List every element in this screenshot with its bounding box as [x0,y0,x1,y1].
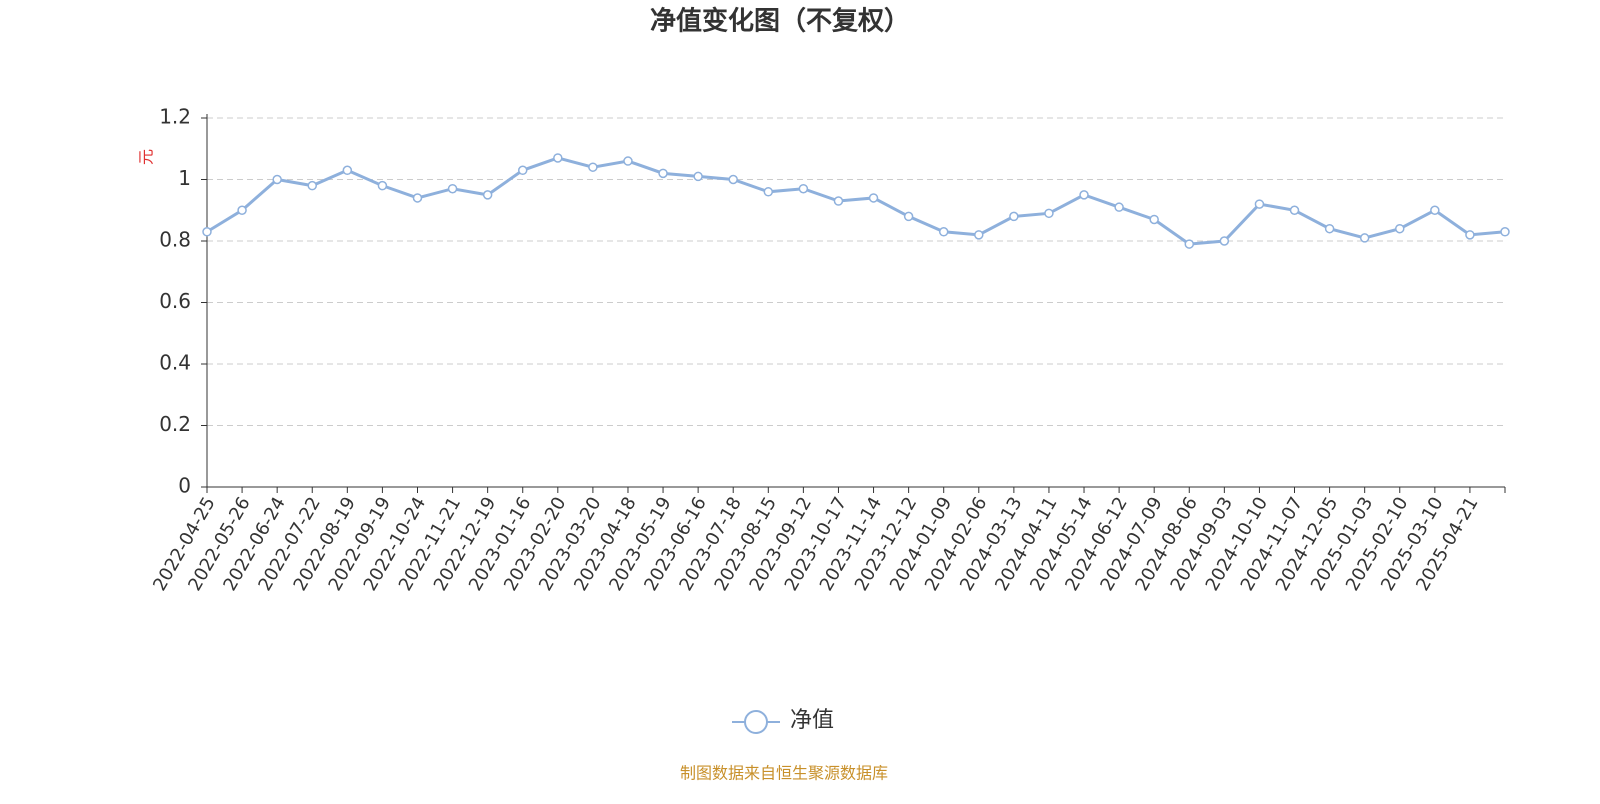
point [377,180,388,191]
point [237,205,247,215]
point [588,162,598,172]
point [658,168,668,179]
point [1149,214,1159,225]
point [1114,202,1124,212]
source-note: 制图数据来自恒生聚源数据库 [680,764,888,783]
point [938,227,949,237]
point [202,227,212,237]
point [412,193,423,203]
point [763,187,774,197]
y-tick-label: 0.6 [159,289,191,313]
point [1009,211,1019,222]
point [868,193,879,203]
point [903,211,914,222]
y-tick-label: 1 [178,166,191,190]
point [623,156,633,166]
y-tick-label: 0.4 [159,351,191,375]
series-line [206,156,1506,246]
point [1254,199,1265,209]
point [447,183,458,194]
point [272,174,282,185]
y-axis-label: 元 [137,149,156,165]
point [1324,223,1335,234]
y-tick-label: 0 [178,474,191,498]
point [1430,205,1440,215]
y-tick-label: 0.8 [159,228,191,252]
y-tick-label: 0.2 [159,412,191,436]
point [1289,205,1300,215]
point [798,183,809,194]
point [1500,227,1510,237]
point [517,165,528,176]
point [833,196,844,206]
chart-title: 净值变化图（不复权） [650,6,910,37]
point [1219,236,1230,246]
point [553,153,563,163]
legend-label: 净值 [790,708,834,733]
y-tick-label: 1.2 [159,105,191,129]
point [342,165,353,176]
point [1079,190,1089,200]
point [1184,239,1195,249]
point [1395,223,1405,234]
point [693,171,703,182]
legend-marker [744,710,768,734]
point [307,180,317,191]
point [728,174,738,185]
point [974,230,984,240]
point [482,190,493,200]
point [1044,208,1054,219]
point [1465,230,1475,240]
point [1359,233,1370,243]
